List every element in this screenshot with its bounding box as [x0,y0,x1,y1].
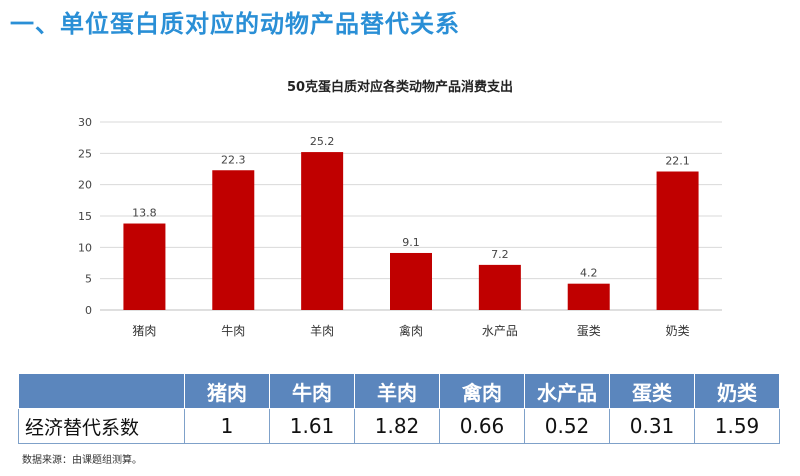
x-tick-label: 奶类 [666,324,690,338]
source-note: 数据来源：由课题组测算。 [22,455,142,466]
table-header-corner [18,373,185,409]
data-label: 13.8 [132,207,157,220]
x-tick-label: 蛋类 [577,324,601,338]
substitution-coefficient-table: 猪肉 牛肉 羊肉 禽肉 水产品 蛋类 奶类 经济替代系数 1 1.61 1.82… [18,373,780,444]
bar [301,152,344,310]
table-header-cell: 禽肉 [439,373,525,409]
y-tick-label: 20 [78,179,92,192]
x-tick-label: 牛肉 [221,323,245,338]
bar [656,171,699,310]
table-row-label: 经济替代系数 [18,408,185,444]
x-tick-label: 羊肉 [310,323,334,338]
table-cell: 1.59 [694,408,780,444]
x-tick-label: 猪肉 [132,324,156,338]
data-label: 7.2 [491,248,509,261]
bar [390,252,432,310]
table-header-row: 猪肉 牛肉 羊肉 禽肉 水产品 蛋类 奶类 [18,373,780,409]
table-cell: 1 [184,408,270,444]
table-cell: 1.82 [354,408,440,444]
table-cell: 0.66 [439,408,525,444]
x-tick-label: 水产品 [482,324,518,338]
table-header-cell: 羊肉 [354,373,440,409]
table-header-cell: 水产品 [524,373,610,409]
y-tick-label: 0 [85,304,92,317]
bar [123,223,166,310]
y-tick-label: 25 [78,147,92,160]
y-tick-label: 15 [78,210,92,223]
page-heading: 一、单位蛋白质对应的动物产品替代关系 [10,10,460,38]
bar [212,170,255,310]
data-label: 25.2 [310,135,335,148]
bar [478,264,521,310]
table-cell: 0.31 [609,408,695,444]
table-header-cell: 牛肉 [269,373,355,409]
x-tick-label: 禽肉 [399,323,423,338]
table-cell: 0.52 [524,408,610,444]
y-tick-label: 30 [78,116,92,129]
y-tick-label: 10 [78,241,92,254]
bar-chart: 0 5 10 15 20 25 30 13.8 猪肉 22.3 牛肉 25.2 羊肉 9.1 禽肉 7.2 水产… [78,116,722,338]
data-label: 22.1 [665,155,690,168]
data-label: 9.1 [402,236,420,249]
table-header-cell: 蛋类 [609,373,695,409]
table-header-cell: 猪肉 [184,373,270,409]
data-label: 4.2 [580,267,598,280]
chart-title: 50克蛋白质对应各类动物产品消费支出 [286,80,514,95]
y-tick-label: 5 [85,273,92,286]
table-row: 经济替代系数 1 1.61 1.82 0.66 0.52 0.31 1.59 [18,408,780,444]
table-header-cell: 奶类 [694,373,780,409]
bar [567,283,610,310]
table-cell: 1.61 [269,408,355,444]
data-label: 22.3 [221,153,246,166]
